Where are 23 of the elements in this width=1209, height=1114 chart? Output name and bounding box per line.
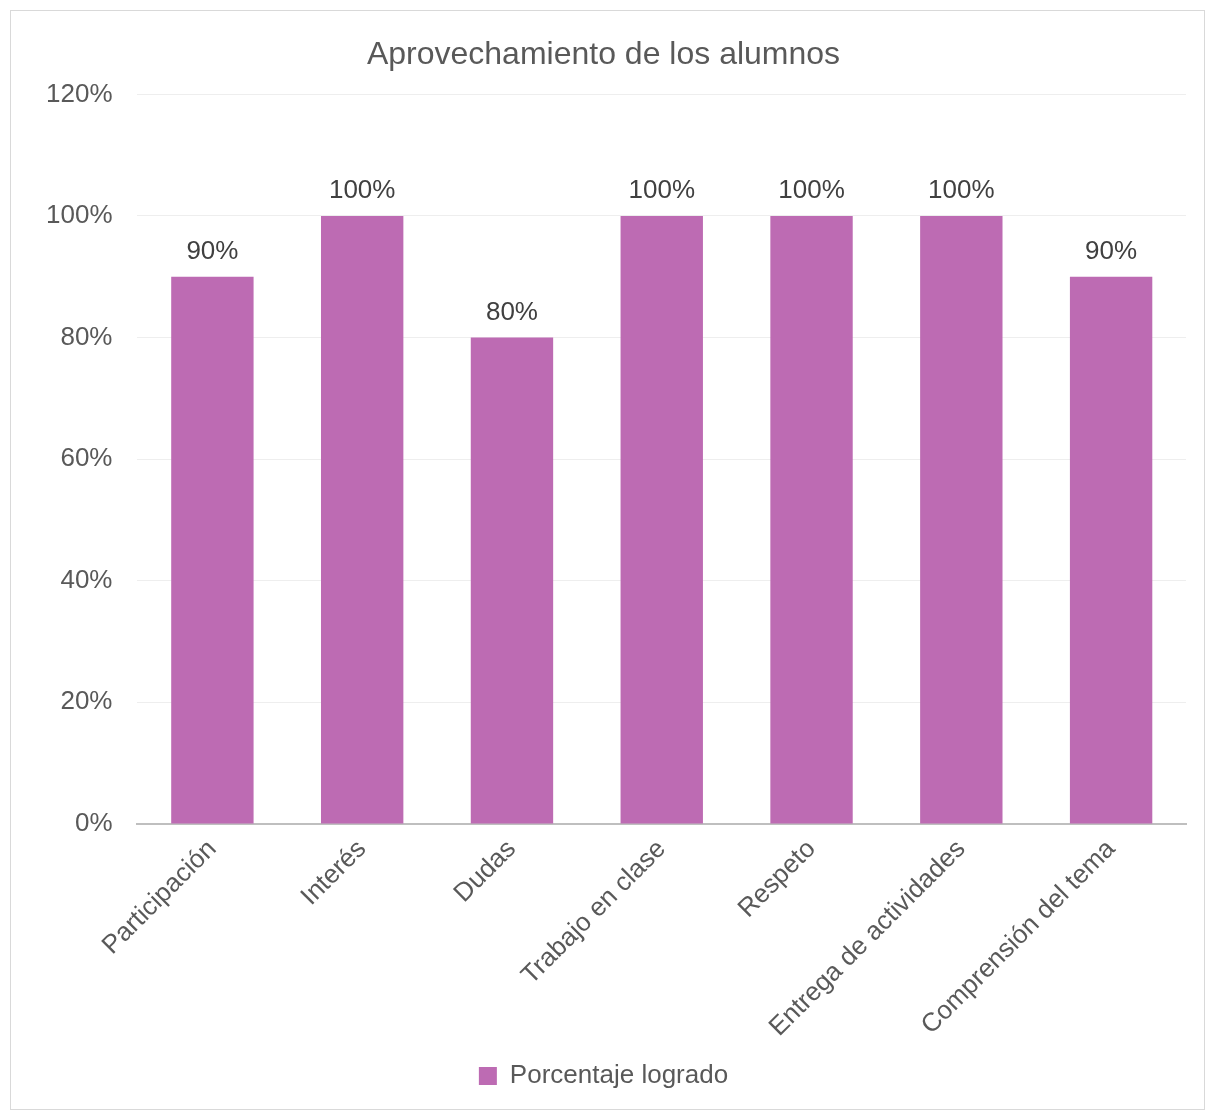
data-label: 100% [928, 174, 995, 205]
bar [320, 215, 404, 824]
data-label: 100% [328, 174, 396, 205]
y-tick-label: 80% [60, 320, 113, 351]
data-label: 100% [778, 174, 845, 205]
y-tick-label: 20% [60, 685, 113, 716]
data-label: 90% [186, 234, 239, 265]
y-tick-label: 120% [46, 77, 113, 108]
y-tick-label: 100% [46, 199, 113, 230]
bar [770, 215, 853, 824]
chart-title: Aprovechamiento de los alumnos [366, 35, 841, 72]
data-label: 80% [485, 295, 538, 326]
bar [620, 215, 703, 824]
data-label: 100% [628, 174, 695, 205]
bar [920, 215, 1003, 824]
legend-label: Porcentaje logrado [509, 1059, 729, 1090]
y-tick-label: 0% [74, 807, 113, 838]
y-tick-label: 60% [60, 442, 113, 473]
bar [470, 337, 554, 824]
data-label: 90% [1085, 234, 1138, 265]
bar [1069, 276, 1153, 824]
y-tick-label: 40% [60, 563, 113, 594]
bar [171, 276, 254, 824]
